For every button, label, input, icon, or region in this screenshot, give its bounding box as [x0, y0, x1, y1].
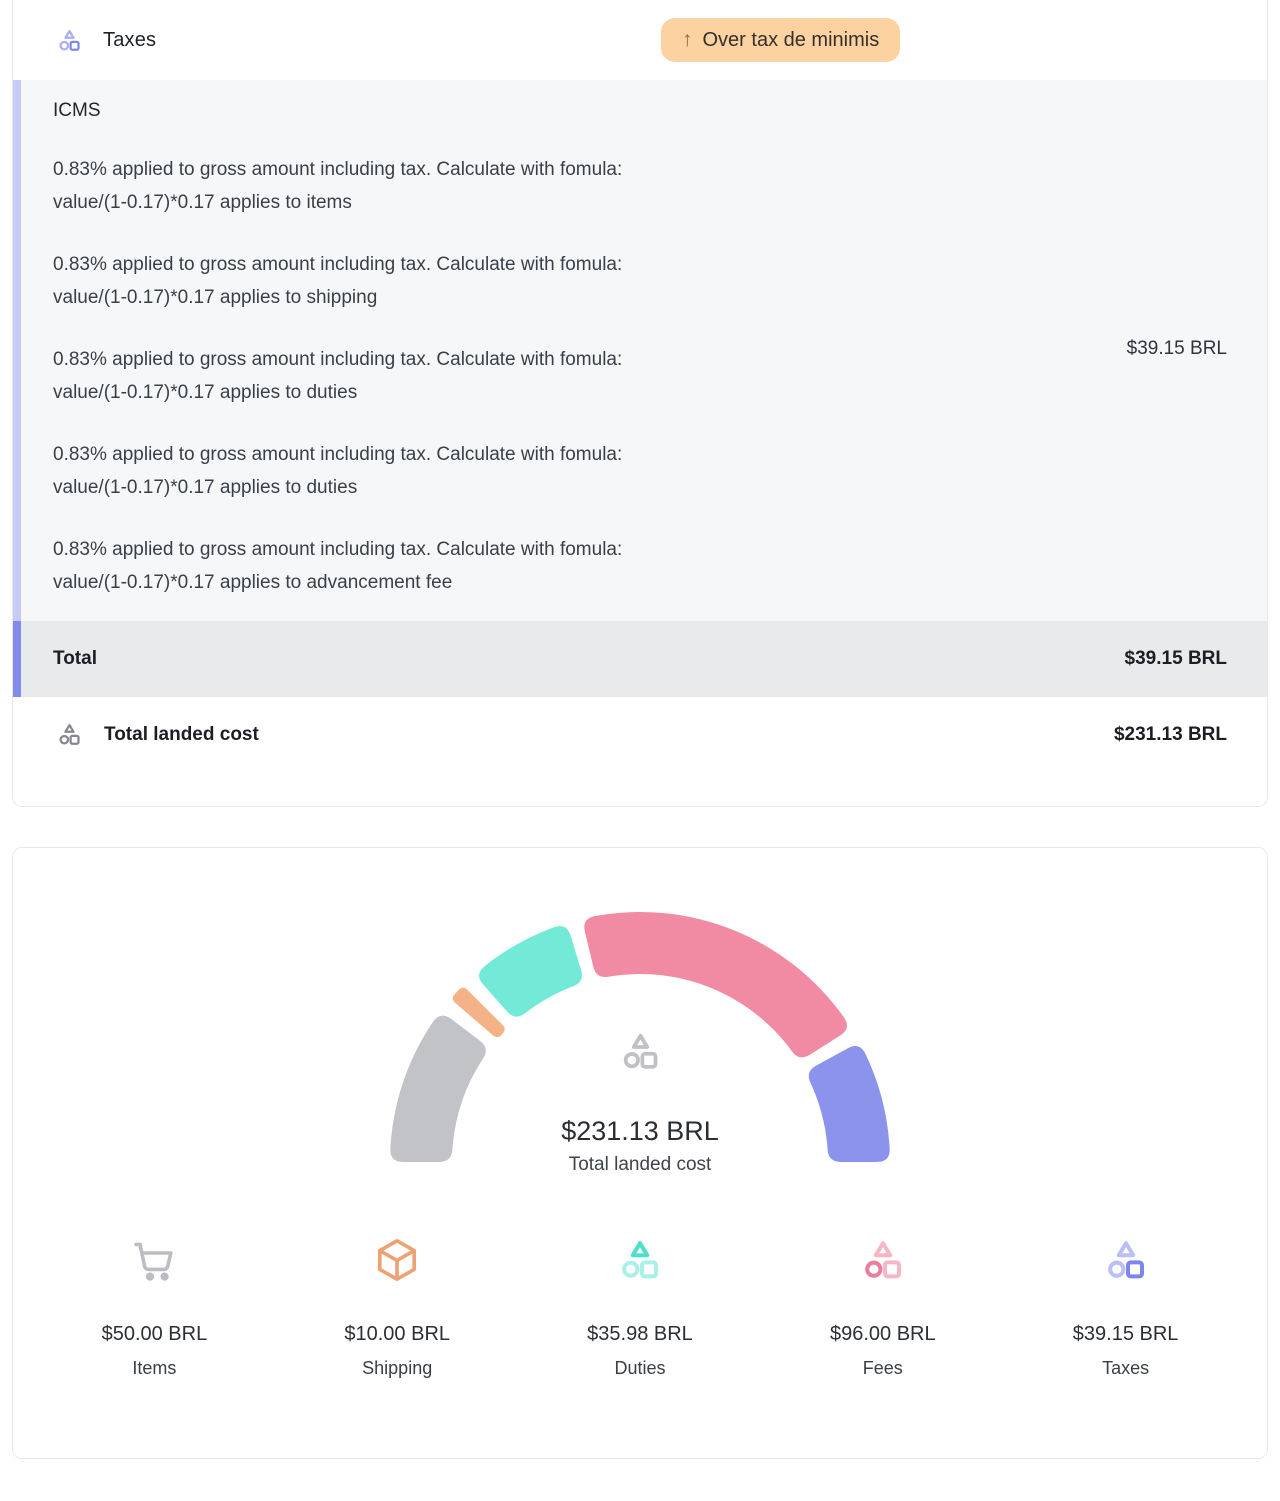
shapes-icon [59, 723, 80, 745]
cost-legend: $50.00 BRL Items $10.00 BRL Shipping $35… [13, 1236, 1267, 1379]
gauge-segment-duties [479, 926, 582, 1017]
total-landed-cost-row: Total landed cost $231.13 BRL [13, 697, 1267, 806]
gauge-chart [390, 911, 890, 1162]
icms-detail-section: ICMS 0.83% applied to gross amount inclu… [13, 80, 1267, 621]
shapes-icon [59, 29, 80, 51]
legend-value: $50.00 BRL [101, 1323, 208, 1345]
legend-value: $10.00 BRL [344, 1323, 451, 1345]
legend-label: Items [132, 1358, 177, 1378]
total-amount: $39.15 BRL [1124, 648, 1227, 669]
badge-label: Over tax de minimis [702, 28, 880, 51]
gauge-segment-taxes [808, 1046, 890, 1162]
package-icon [378, 1239, 417, 1281]
gauge-segment-fees [584, 911, 847, 1058]
legend-label: Fees [862, 1358, 903, 1378]
legend-value: $35.98 BRL [587, 1323, 693, 1345]
legend-label: Shipping [362, 1358, 433, 1378]
legend-item-items: $50.00 BRL Items [33, 1236, 276, 1379]
legend-item-fees: $96.00 BRL Fees [761, 1236, 1004, 1379]
landed-cost-amount: $231.13 BRL [1113, 723, 1227, 745]
legend-item-taxes: $39.15 BRL Taxes [1004, 1236, 1247, 1379]
icms-rule-duties-2: 0.83% applied to gross amount including … [53, 444, 623, 498]
legend-item-duties: $35.98 BRL Duties [519, 1236, 762, 1379]
shapes-icon [622, 1241, 658, 1279]
legend-label: Taxes [1102, 1358, 1150, 1378]
gauge-chart-area: $231.13 BRL Total landed cost [380, 904, 900, 1175]
legend-value: $39.15 BRL [1072, 1323, 1179, 1345]
taxes-card: Taxes ↑ Over tax de minimis ICMS 0.83% a… [12, 0, 1268, 807]
icms-rule-advancement-fee: 0.83% applied to gross amount including … [53, 539, 623, 593]
over-tax-de-minimis-badge: ↑ Over tax de minimis [661, 18, 901, 62]
icms-rule-duties-1: 0.83% applied to gross amount including … [53, 349, 623, 403]
icms-rule-shipping: 0.83% applied to gross amount including … [53, 254, 623, 308]
icms-rule-items: 0.83% applied to gross amount including … [53, 159, 623, 213]
taxes-section-header[interactable]: Taxes ↑ Over tax de minimis [13, 0, 1267, 80]
gauge-segment-shipping [452, 987, 505, 1038]
section-title: Taxes [103, 28, 157, 51]
shopping-cart-icon [134, 1242, 173, 1281]
shapes-icon [1107, 1241, 1144, 1279]
landed-cost-chart-card: $231.13 BRL Total landed cost $50.00 BRL… [12, 847, 1268, 1459]
arrow-up-icon: ↑ [682, 28, 693, 51]
legend-item-shipping: $10.00 BRL Shipping [276, 1236, 519, 1379]
shapes-icon [864, 1241, 901, 1279]
icms-amount: $39.15 BRL [1126, 337, 1227, 359]
icms-title: ICMS [53, 100, 101, 121]
taxes-total-row: Total $39.15 BRL [13, 621, 1267, 697]
legend-value: $96.00 BRL [829, 1323, 936, 1345]
landed-cost-label: Total landed cost [104, 723, 259, 745]
total-label: Total [53, 648, 97, 669]
gauge-segment-items [390, 1015, 486, 1162]
legend-label: Duties [614, 1358, 666, 1378]
